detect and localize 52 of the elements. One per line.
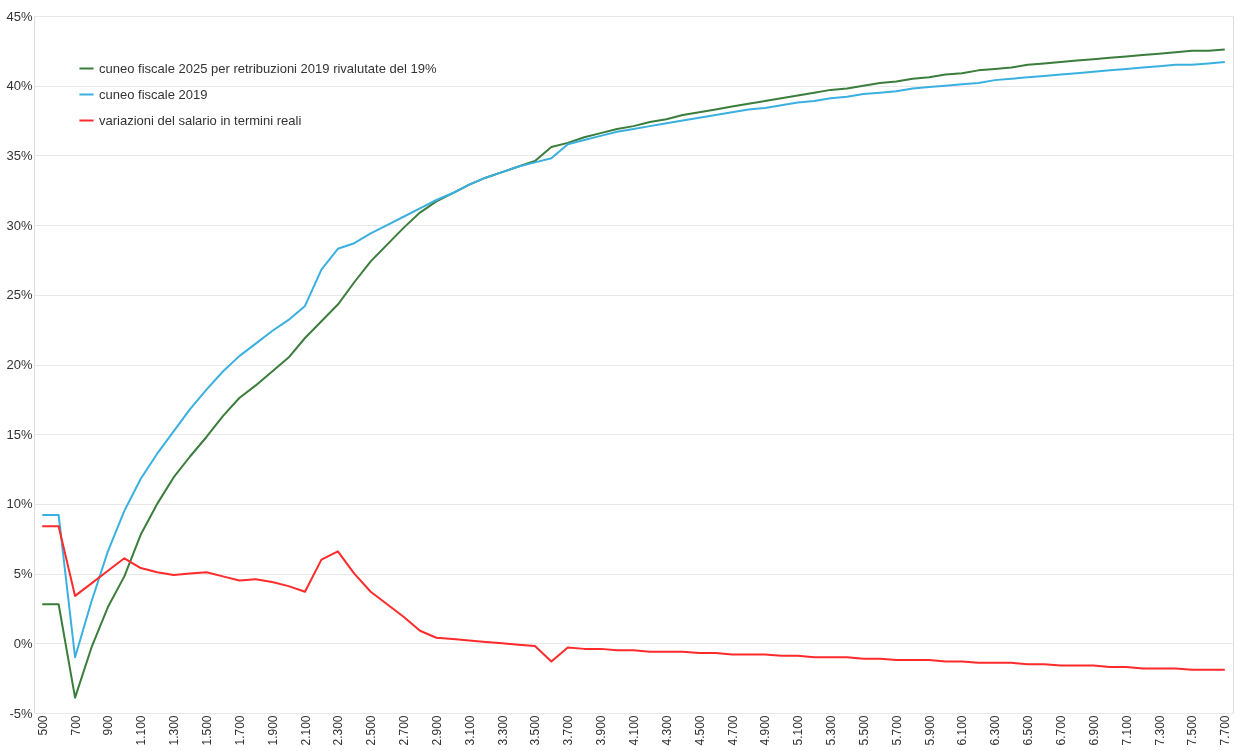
x-tick-label: 3.300 bbox=[495, 715, 510, 746]
x-tick-label: 1.700 bbox=[232, 715, 247, 746]
x-tick-label: 2.300 bbox=[331, 715, 346, 746]
x-tick-label: 4.300 bbox=[659, 715, 674, 746]
y-tick-label: 25% bbox=[6, 287, 33, 303]
x-tick-label: 3.700 bbox=[561, 715, 576, 746]
x-tick-label: 4.900 bbox=[758, 715, 773, 746]
x-tick-label: 6.300 bbox=[988, 715, 1003, 746]
x-tick-label: 2.900 bbox=[429, 715, 444, 746]
x-tick-label: 5.900 bbox=[922, 715, 937, 746]
x-tick-label: 6.100 bbox=[955, 715, 970, 746]
x-tick-label: 1.300 bbox=[167, 715, 182, 746]
x-tick-label: 7.300 bbox=[1152, 715, 1167, 746]
y-tick-label: 0% bbox=[13, 635, 33, 651]
x-tick-label: 700 bbox=[68, 715, 83, 736]
x-tick-label: 900 bbox=[101, 715, 116, 736]
x-tick-label: 7.100 bbox=[1119, 715, 1134, 746]
legend-label: cuneo fiscale 2025 per retribuzioni 2019 rivalutate del 19% bbox=[99, 60, 437, 76]
y-tick-label: 30% bbox=[6, 217, 33, 233]
x-tick-label: 500 bbox=[35, 715, 50, 736]
x-tick-label: 5.100 bbox=[791, 715, 806, 746]
y-tick-label: 20% bbox=[6, 357, 33, 372]
legend-label: cuneo fiscale 2019 bbox=[99, 86, 208, 102]
x-tick-label: 6.900 bbox=[1086, 715, 1101, 746]
x-tick-label: 3.500 bbox=[528, 715, 543, 746]
x-tick-label: 2.100 bbox=[298, 715, 313, 746]
line-series bbox=[41, 525, 1226, 671]
y-tick-label: 35% bbox=[6, 147, 33, 163]
x-tick-label: 1.500 bbox=[199, 715, 214, 746]
x-tick-label: 5.500 bbox=[856, 715, 871, 746]
y-tick-label: 5% bbox=[13, 566, 33, 582]
y-tick-label: 10% bbox=[6, 496, 33, 512]
y-tick-label: 40% bbox=[6, 78, 33, 94]
y-tick-label: -5% bbox=[9, 705, 33, 721]
x-tick-label: 6.500 bbox=[1021, 715, 1036, 746]
x-tick-label: 1.900 bbox=[265, 715, 280, 746]
x-tick-label: 7.700 bbox=[1218, 715, 1233, 746]
x-tick-label: 3.100 bbox=[462, 715, 477, 746]
x-tick-label: 6.700 bbox=[1054, 715, 1069, 746]
x-tick-label: 4.500 bbox=[692, 715, 707, 746]
y-tick-label: 15% bbox=[6, 426, 33, 442]
x-tick-label: 1.100 bbox=[134, 715, 149, 746]
x-tick-label: 5.300 bbox=[824, 715, 839, 746]
x-tick-label: 2.700 bbox=[397, 715, 412, 746]
x-tick-label: 4.700 bbox=[725, 715, 740, 746]
x-tick-label: 4.100 bbox=[627, 715, 641, 746]
y-tick-label: 45% bbox=[6, 8, 33, 24]
x-tick-label: 5.700 bbox=[889, 715, 904, 746]
legend-label: variazioni del salario in termini reali bbox=[99, 112, 302, 128]
x-tick-label: 2.500 bbox=[364, 715, 379, 746]
x-tick-label: 7.500 bbox=[1185, 715, 1200, 746]
x-tick-label: 3.900 bbox=[594, 715, 609, 746]
